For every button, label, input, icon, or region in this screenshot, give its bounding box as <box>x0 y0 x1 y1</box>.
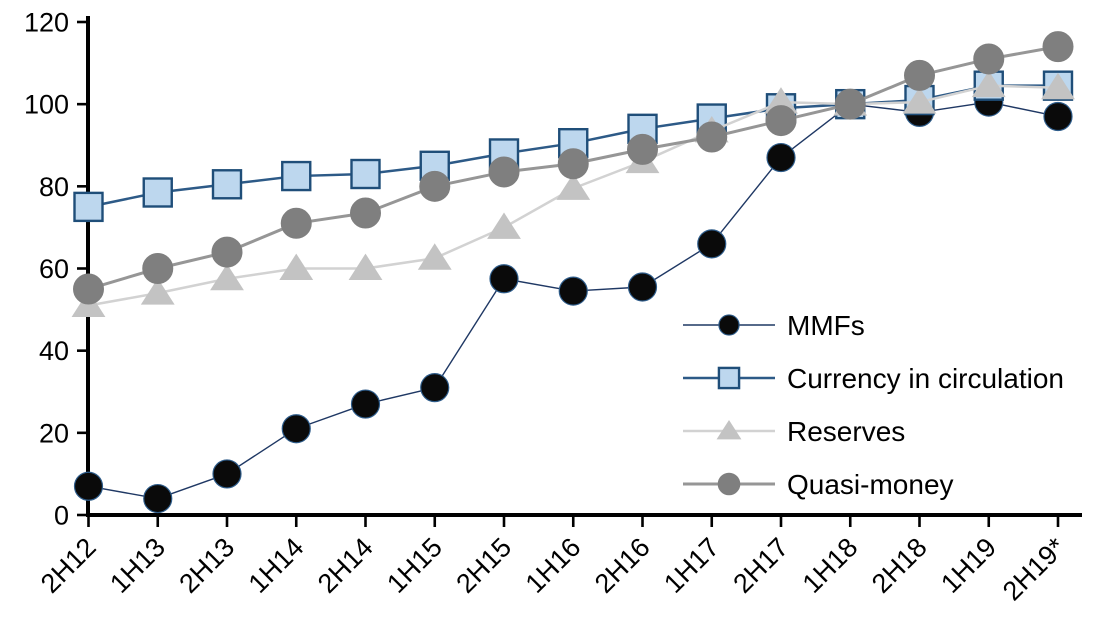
legend-label-reserves: Reserves <box>787 416 905 447</box>
series-mmfs-marker-2h13 <box>212 459 242 489</box>
series-quasi-money-marker-2h18 <box>904 59 935 91</box>
series-quasi-money-marker-1h14 <box>280 207 312 239</box>
legend-label-currency-in-circulation: Currency in circulation <box>787 363 1064 394</box>
legend-marker-mmfs <box>718 314 740 336</box>
series-reserves-marker-2h18 <box>902 87 937 114</box>
series-reserves-marker-1h19 <box>971 70 1006 98</box>
series-currency-in-circulation-marker-1h13 <box>142 177 173 208</box>
y-axis-label-20: 20 <box>39 418 69 448</box>
series-mmfs-marker-2h19 <box>1043 101 1073 132</box>
series-mmfs-marker-1h13 <box>143 483 173 514</box>
x-axis-label-2h19: 2H19* <box>997 532 1072 607</box>
series-currency-in-circulation-marker-2h13 <box>211 169 243 200</box>
series-mmfs-marker-2h12 <box>73 471 104 501</box>
series-quasi-money-marker-2h12 <box>73 273 104 305</box>
series-quasi-money-marker-1h16 <box>557 148 589 180</box>
series-quasi-money-marker-1h19 <box>973 43 1005 75</box>
x-axis-label-1h16: 1H16 <box>520 532 587 599</box>
x-axis-label-1h14: 1H14 <box>243 532 310 599</box>
y-axis-label-60: 60 <box>39 254 69 284</box>
series-mmfs-marker-2h17 <box>766 142 796 173</box>
series-quasi-money <box>73 31 1074 305</box>
series-mmfs-marker-1h16 <box>558 276 588 306</box>
series-reserves-marker-2h13 <box>210 263 244 291</box>
series-quasi-money-marker-2h16 <box>627 133 658 165</box>
series-mmfs-marker-2h15 <box>489 264 519 294</box>
x-axis-label-1h13: 1H13 <box>104 532 171 599</box>
series-quasi-money-marker-2h14 <box>350 197 381 229</box>
x-axis-label-2h14: 2H14 <box>312 532 379 599</box>
series-reserves-marker-1h16 <box>556 173 591 200</box>
x-axis-label-2h16: 2H16 <box>589 532 656 599</box>
series-mmfs-marker-1h17 <box>697 229 727 259</box>
x-axis-label-2h17: 2H17 <box>727 532 794 599</box>
series-reserves-marker-2h19 <box>1041 72 1075 100</box>
series-quasi-money-marker-2h19 <box>1042 31 1074 63</box>
series-reserves-marker-1h15 <box>417 243 452 270</box>
series-currency-in-circulation-marker-2h14 <box>350 158 381 190</box>
legend-item-reserves: Reserves <box>683 416 905 447</box>
legend-marker-currency-in-circulation <box>717 366 741 390</box>
legend: MMFs Currency in circulation Reserves Quasi… <box>683 310 1064 500</box>
series-quasi-money-marker-1h15 <box>419 170 451 202</box>
y-axis-label-40: 40 <box>39 336 69 366</box>
y-axis-label-0: 0 <box>54 501 69 531</box>
x-axis-label-1h17: 1H17 <box>658 532 725 599</box>
y-axis-label-100: 100 <box>24 90 69 120</box>
series-quasi-money-marker-2h15 <box>488 156 520 188</box>
legend-item-quasi-money: Quasi-money <box>683 469 954 500</box>
series-reserves-marker-1h13 <box>140 278 175 305</box>
series-currency-in-circulation-marker-1h14 <box>281 160 312 192</box>
series-mmfs-marker-1h14 <box>281 414 311 444</box>
series-reserves-marker-1h14 <box>279 253 314 280</box>
series-quasi-money-marker-2h17 <box>765 105 797 137</box>
series-quasi-money-marker-1h13 <box>142 253 174 284</box>
y-axis-label-80: 80 <box>39 172 69 202</box>
series-reserves-marker-2h14 <box>348 253 383 280</box>
x-axis-label-1h19: 1H19 <box>935 532 1002 599</box>
x-axis-label-1h18: 1H18 <box>797 532 864 599</box>
x-axis-label-2h18: 2H18 <box>866 532 933 599</box>
x-axis-label-1h15: 1H15 <box>381 532 448 599</box>
legend-marker-reserves <box>716 419 742 440</box>
series-currency-in-circulation-marker-2h12 <box>73 191 104 223</box>
series-mmfs-marker-1h15 <box>420 373 450 403</box>
x-axis-label-2h13: 2H13 <box>173 532 240 599</box>
y-axis-label-120: 120 <box>24 8 69 38</box>
series-reserves-marker-2h15 <box>487 212 521 239</box>
series-mmfs-marker-2h16 <box>627 272 658 302</box>
legend-item-currency-in-circulation: Currency in circulation <box>683 363 1064 394</box>
x-axis-label-2h15: 2H15 <box>450 532 517 599</box>
x-axis-label-2h12: 2H12 <box>35 532 102 599</box>
legend-label-quasi-money: Quasi-money <box>787 469 954 500</box>
series-quasi-money-marker-2h13 <box>211 236 243 268</box>
series-mmfs-marker-2h14 <box>350 389 381 419</box>
legend-marker-quasi-money <box>717 472 741 496</box>
series-quasi-money-marker-1h17 <box>696 121 728 153</box>
legend-item-mmfs: MMFs <box>683 310 865 341</box>
legend-label-mmfs: MMFs <box>787 310 865 341</box>
series-quasi-money-marker-1h18 <box>834 88 866 120</box>
